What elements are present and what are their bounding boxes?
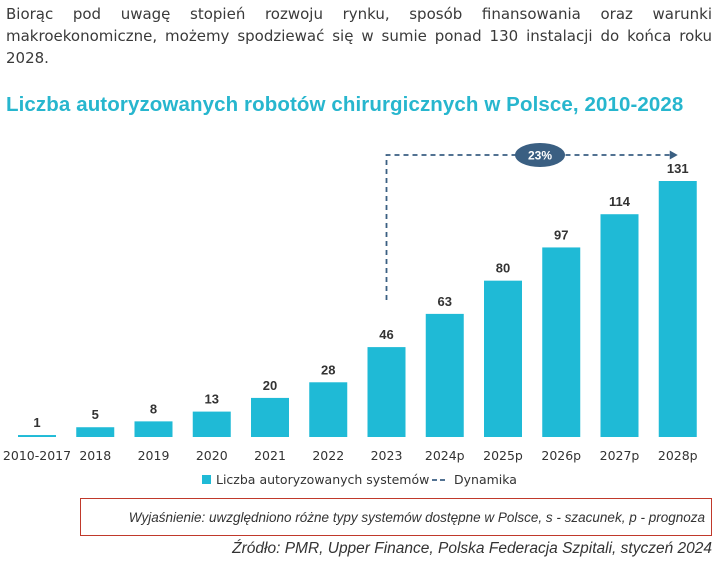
x-tick-2028p: 2028p xyxy=(658,448,698,463)
x-tick-2025p: 2025p xyxy=(483,448,523,463)
x-tick-2018: 2018 xyxy=(79,448,111,463)
data-label-2024p: 63 xyxy=(438,294,452,309)
data-label-2020: 13 xyxy=(205,392,219,407)
dynamics-badge xyxy=(515,143,565,167)
data-label-2025p: 80 xyxy=(496,261,510,276)
bar-2025p xyxy=(484,280,522,437)
data-label-2026p: 97 xyxy=(554,227,568,242)
bar-2018 xyxy=(76,427,115,437)
data-label-2023: 46 xyxy=(379,327,393,342)
x-tick-2023: 2023 xyxy=(371,448,403,463)
data-label-2019: 8 xyxy=(150,401,157,416)
data-label-2027p: 114 xyxy=(609,194,631,209)
intro-paragraph: Biorąc pod uwagę stopień rozwoju rynku, … xyxy=(6,5,712,67)
legend-label-dynamics: Dynamika xyxy=(454,472,517,487)
x-tick-2010-2017: 2010-2017 xyxy=(3,448,71,463)
data-label-2028p: 131 xyxy=(667,161,689,176)
data-label-2018: 5 xyxy=(92,407,99,422)
bar-2026p xyxy=(542,247,581,437)
x-tick-2020: 2020 xyxy=(196,448,228,463)
bar-2024p xyxy=(425,313,464,437)
bar-2020 xyxy=(192,411,231,437)
source-line: Źródło: PMR, Upper Finance, Polska Feder… xyxy=(232,540,712,557)
x-tick-2022: 2022 xyxy=(312,448,344,463)
dynamics-badge-label: 23% xyxy=(528,149,552,163)
data-label-2022: 28 xyxy=(321,362,335,377)
bar-2010-2017 xyxy=(18,435,56,437)
explanation-note: Wyjaśnienie: uwzględniono różne typy sys… xyxy=(80,498,712,536)
data-label-2010-2017: 1 xyxy=(33,415,40,430)
bar-2027p xyxy=(600,214,639,437)
dynamics-arrowhead xyxy=(669,150,678,160)
legend-swatch-bars xyxy=(202,475,211,484)
bar-2021 xyxy=(251,397,289,437)
x-tick-2024p: 2024p xyxy=(425,448,465,463)
bar-2019 xyxy=(134,421,173,437)
data-label-2021: 20 xyxy=(263,378,277,393)
dynamics-line xyxy=(385,154,672,300)
bar-2023 xyxy=(367,347,406,437)
legend-label-bars: Liczba autoryzowanych systemów xyxy=(216,472,429,487)
bar-2028p xyxy=(658,181,697,437)
x-tick-2026p: 2026p xyxy=(541,448,581,463)
explanation-text: Wyjaśnienie: uwzględniono różne typy sys… xyxy=(128,509,705,525)
x-tick-2027p: 2027p xyxy=(600,448,640,463)
x-tick-2019: 2019 xyxy=(138,448,170,463)
bar-chart: 23% 1 5 8 13 20 28 46 63 80 97 114 131 2010-2017 201… xyxy=(3,143,698,487)
bar-2022 xyxy=(309,382,348,437)
x-tick-2021: 2021 xyxy=(254,448,286,463)
chart-title: Liczba autoryzowanych robotów chirurgicz… xyxy=(6,93,684,116)
